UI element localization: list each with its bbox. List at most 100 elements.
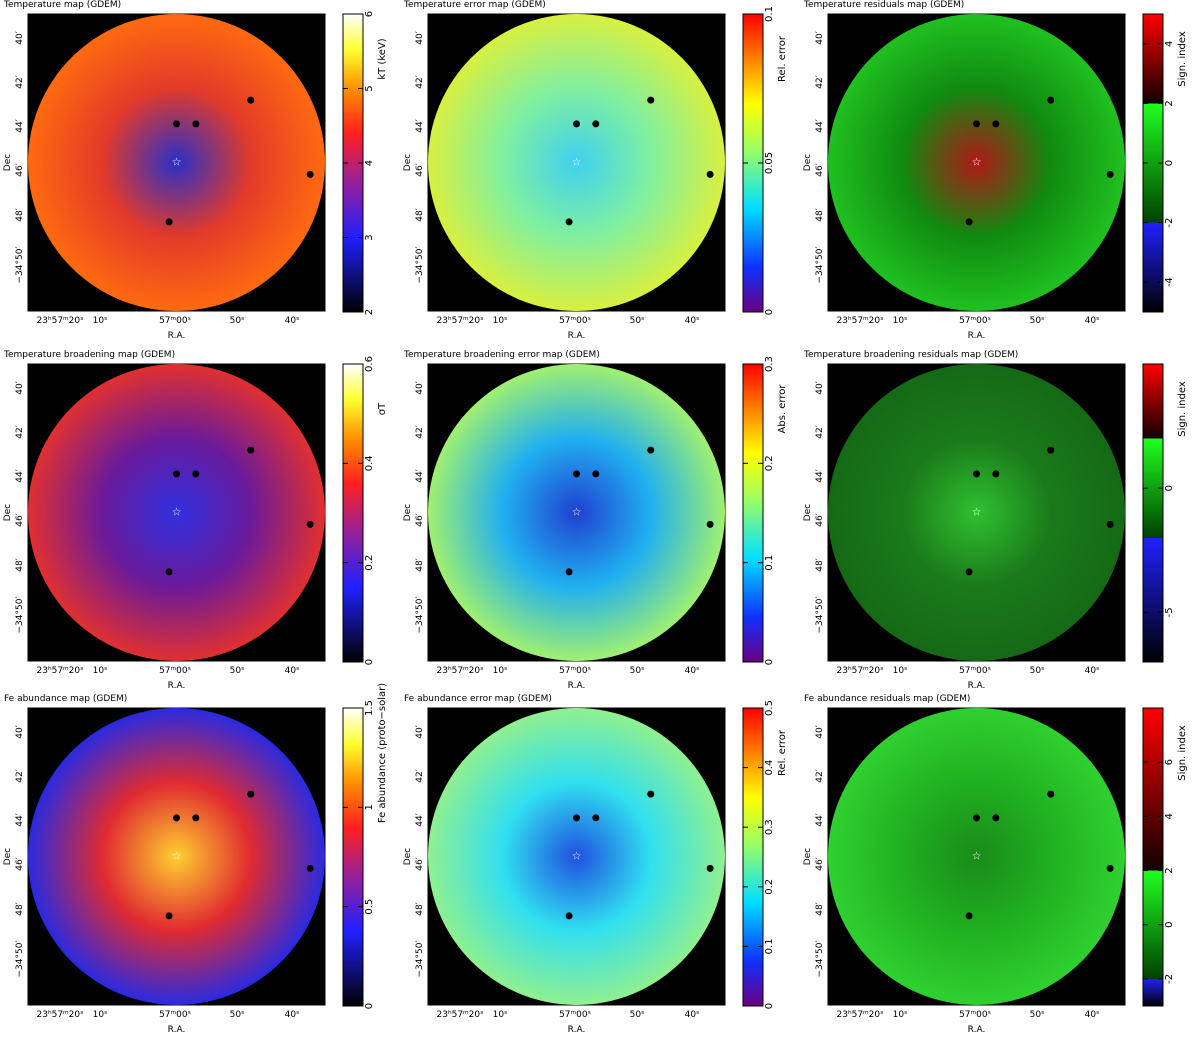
y-tick-label: −34°50′ bbox=[815, 941, 825, 978]
colorbar bbox=[742, 363, 764, 663]
x-axis-label: R.A. bbox=[968, 331, 986, 341]
y-tick-label: 40′ bbox=[815, 31, 825, 45]
masked-source bbox=[173, 814, 180, 822]
center-star: ☆ bbox=[572, 506, 582, 519]
masked-source bbox=[1106, 520, 1114, 528]
masked-source bbox=[247, 790, 255, 798]
colorbar bbox=[342, 707, 364, 1007]
y-tick-label: 48′ bbox=[15, 558, 25, 572]
map-disc bbox=[428, 364, 725, 661]
masked-source bbox=[965, 568, 973, 576]
colorbar-tick-label: 6 bbox=[364, 11, 375, 17]
y-tick-label: −34°50′ bbox=[15, 941, 25, 978]
colorbar-label: Rel. error bbox=[777, 729, 788, 776]
y-axis-label: Dec bbox=[803, 154, 813, 171]
masked-source bbox=[1047, 446, 1055, 454]
y-tick-label: 48′ bbox=[415, 208, 425, 222]
masked-source bbox=[1047, 96, 1055, 104]
x-tick-label: 40ˢ bbox=[685, 316, 700, 326]
y-tick-label: 40′ bbox=[415, 381, 425, 395]
center-star: ☆ bbox=[172, 506, 182, 519]
masked-source bbox=[565, 218, 573, 226]
y-tick-label: 40′ bbox=[15, 725, 25, 739]
y-tick-label: 48′ bbox=[15, 208, 25, 222]
y-axis-label: Dec bbox=[803, 504, 813, 521]
center-star: ☆ bbox=[172, 850, 182, 863]
y-tick-label: 44′ bbox=[415, 813, 425, 827]
masked-source bbox=[647, 446, 655, 454]
x-tick-label: 10ˢ bbox=[93, 666, 108, 676]
colorbar-label: Rel. error bbox=[777, 35, 788, 82]
x-tick-label: 40ˢ bbox=[1085, 316, 1100, 326]
x-tick-label: 40ˢ bbox=[685, 1010, 700, 1020]
x-tick-label: 40ˢ bbox=[1085, 1010, 1100, 1020]
y-tick-label: 46′ bbox=[15, 513, 25, 527]
colorbar-tick-label: 0.4 bbox=[364, 455, 375, 471]
x-tick-label: 57ᵐ00ˢ bbox=[159, 316, 191, 326]
x-tick-label: 40ˢ bbox=[285, 1010, 300, 1020]
colorbar-tick-label: 0.3 bbox=[764, 819, 775, 835]
x-tick-label: 50ˢ bbox=[1030, 316, 1045, 326]
colorbar-label: Sign. index bbox=[1177, 381, 1188, 437]
colorbar-label: Sign. index bbox=[1177, 31, 1188, 87]
colorbar-tick-label: 1.5 bbox=[364, 700, 375, 716]
colorbar-tick-label: 6 bbox=[1164, 759, 1175, 765]
y-tick-label: 42′ bbox=[815, 425, 825, 439]
masked-source bbox=[706, 864, 714, 872]
colorbar-tick-label: 2 bbox=[1164, 867, 1175, 873]
map-disc bbox=[428, 14, 725, 311]
colorbar bbox=[1142, 363, 1164, 663]
map-disc bbox=[828, 708, 1125, 1005]
panel-title: Fe abundance residuals map (GDEM) bbox=[804, 694, 970, 704]
colorbar-tick-label: 0 bbox=[364, 1003, 375, 1009]
x-tick-label: 57ᵐ00ˢ bbox=[559, 666, 591, 676]
masked-source bbox=[573, 470, 580, 478]
x-tick-label: 23ʰ57ᵐ20ˢ bbox=[37, 1010, 84, 1020]
colorbar-tick-label: -4 bbox=[1164, 277, 1175, 287]
y-tick-label: 44′ bbox=[15, 119, 25, 133]
y-tick-label: 42′ bbox=[15, 769, 25, 783]
y-tick-label: 42′ bbox=[415, 769, 425, 783]
center-star: ☆ bbox=[572, 156, 582, 169]
x-tick-label: 10ˢ bbox=[93, 316, 108, 326]
colorbar-tick-label: 0.1 bbox=[764, 555, 775, 571]
masked-source bbox=[573, 120, 580, 128]
x-tick-label: 10ˢ bbox=[493, 666, 508, 676]
panel-title: Temperature broadening map (GDEM) bbox=[3, 350, 175, 360]
panel-title: Fe abundance map (GDEM) bbox=[4, 694, 127, 704]
x-tick-label: 23ʰ57ᵐ20ˢ bbox=[437, 1010, 484, 1020]
map-disc bbox=[28, 708, 325, 1005]
masked-source bbox=[647, 96, 655, 104]
x-tick-label: 10ˢ bbox=[893, 1010, 908, 1020]
x-tick-label: 40ˢ bbox=[285, 316, 300, 326]
masked-source bbox=[965, 912, 973, 920]
y-tick-label: 42′ bbox=[815, 75, 825, 89]
colorbar-tick-label: 0.6 bbox=[364, 356, 375, 372]
masked-source bbox=[992, 814, 1000, 822]
colorbar-tick-label: 0 bbox=[764, 659, 775, 665]
x-tick-label: 57ᵐ00ˢ bbox=[559, 1010, 591, 1020]
masked-source bbox=[192, 120, 200, 128]
masked-source bbox=[247, 96, 255, 104]
colorbar-tick-label: 0.1 bbox=[764, 938, 775, 954]
x-tick-label: 23ʰ57ᵐ20ˢ bbox=[837, 1010, 884, 1020]
x-tick-label: 23ʰ57ᵐ20ˢ bbox=[37, 316, 84, 326]
x-tick-label: 57ᵐ00ˢ bbox=[959, 1010, 991, 1020]
colorbar-label: kT (keV) bbox=[377, 38, 388, 79]
panel-title: Temperature residuals map (GDEM) bbox=[803, 0, 964, 10]
x-tick-label: 23ʰ57ᵐ20ˢ bbox=[437, 316, 484, 326]
x-tick-label: 10ˢ bbox=[93, 1010, 108, 1020]
x-tick-label: 57ᵐ00ˢ bbox=[959, 316, 991, 326]
masked-source bbox=[992, 120, 1000, 128]
y-tick-label: −34°50′ bbox=[415, 597, 425, 634]
masked-source bbox=[592, 814, 600, 822]
masked-source bbox=[192, 814, 200, 822]
x-axis-label: R.A. bbox=[968, 681, 986, 691]
x-tick-label: 57ᵐ00ˢ bbox=[159, 1010, 191, 1020]
masked-source bbox=[165, 912, 173, 920]
colorbar-label: Sign. index bbox=[1177, 725, 1188, 781]
y-axis-label: Dec bbox=[403, 154, 413, 171]
map-disc bbox=[28, 14, 325, 311]
colorbar-tick-label: 5 bbox=[364, 85, 375, 91]
colorbar-tick-label: 0 bbox=[1164, 485, 1175, 491]
